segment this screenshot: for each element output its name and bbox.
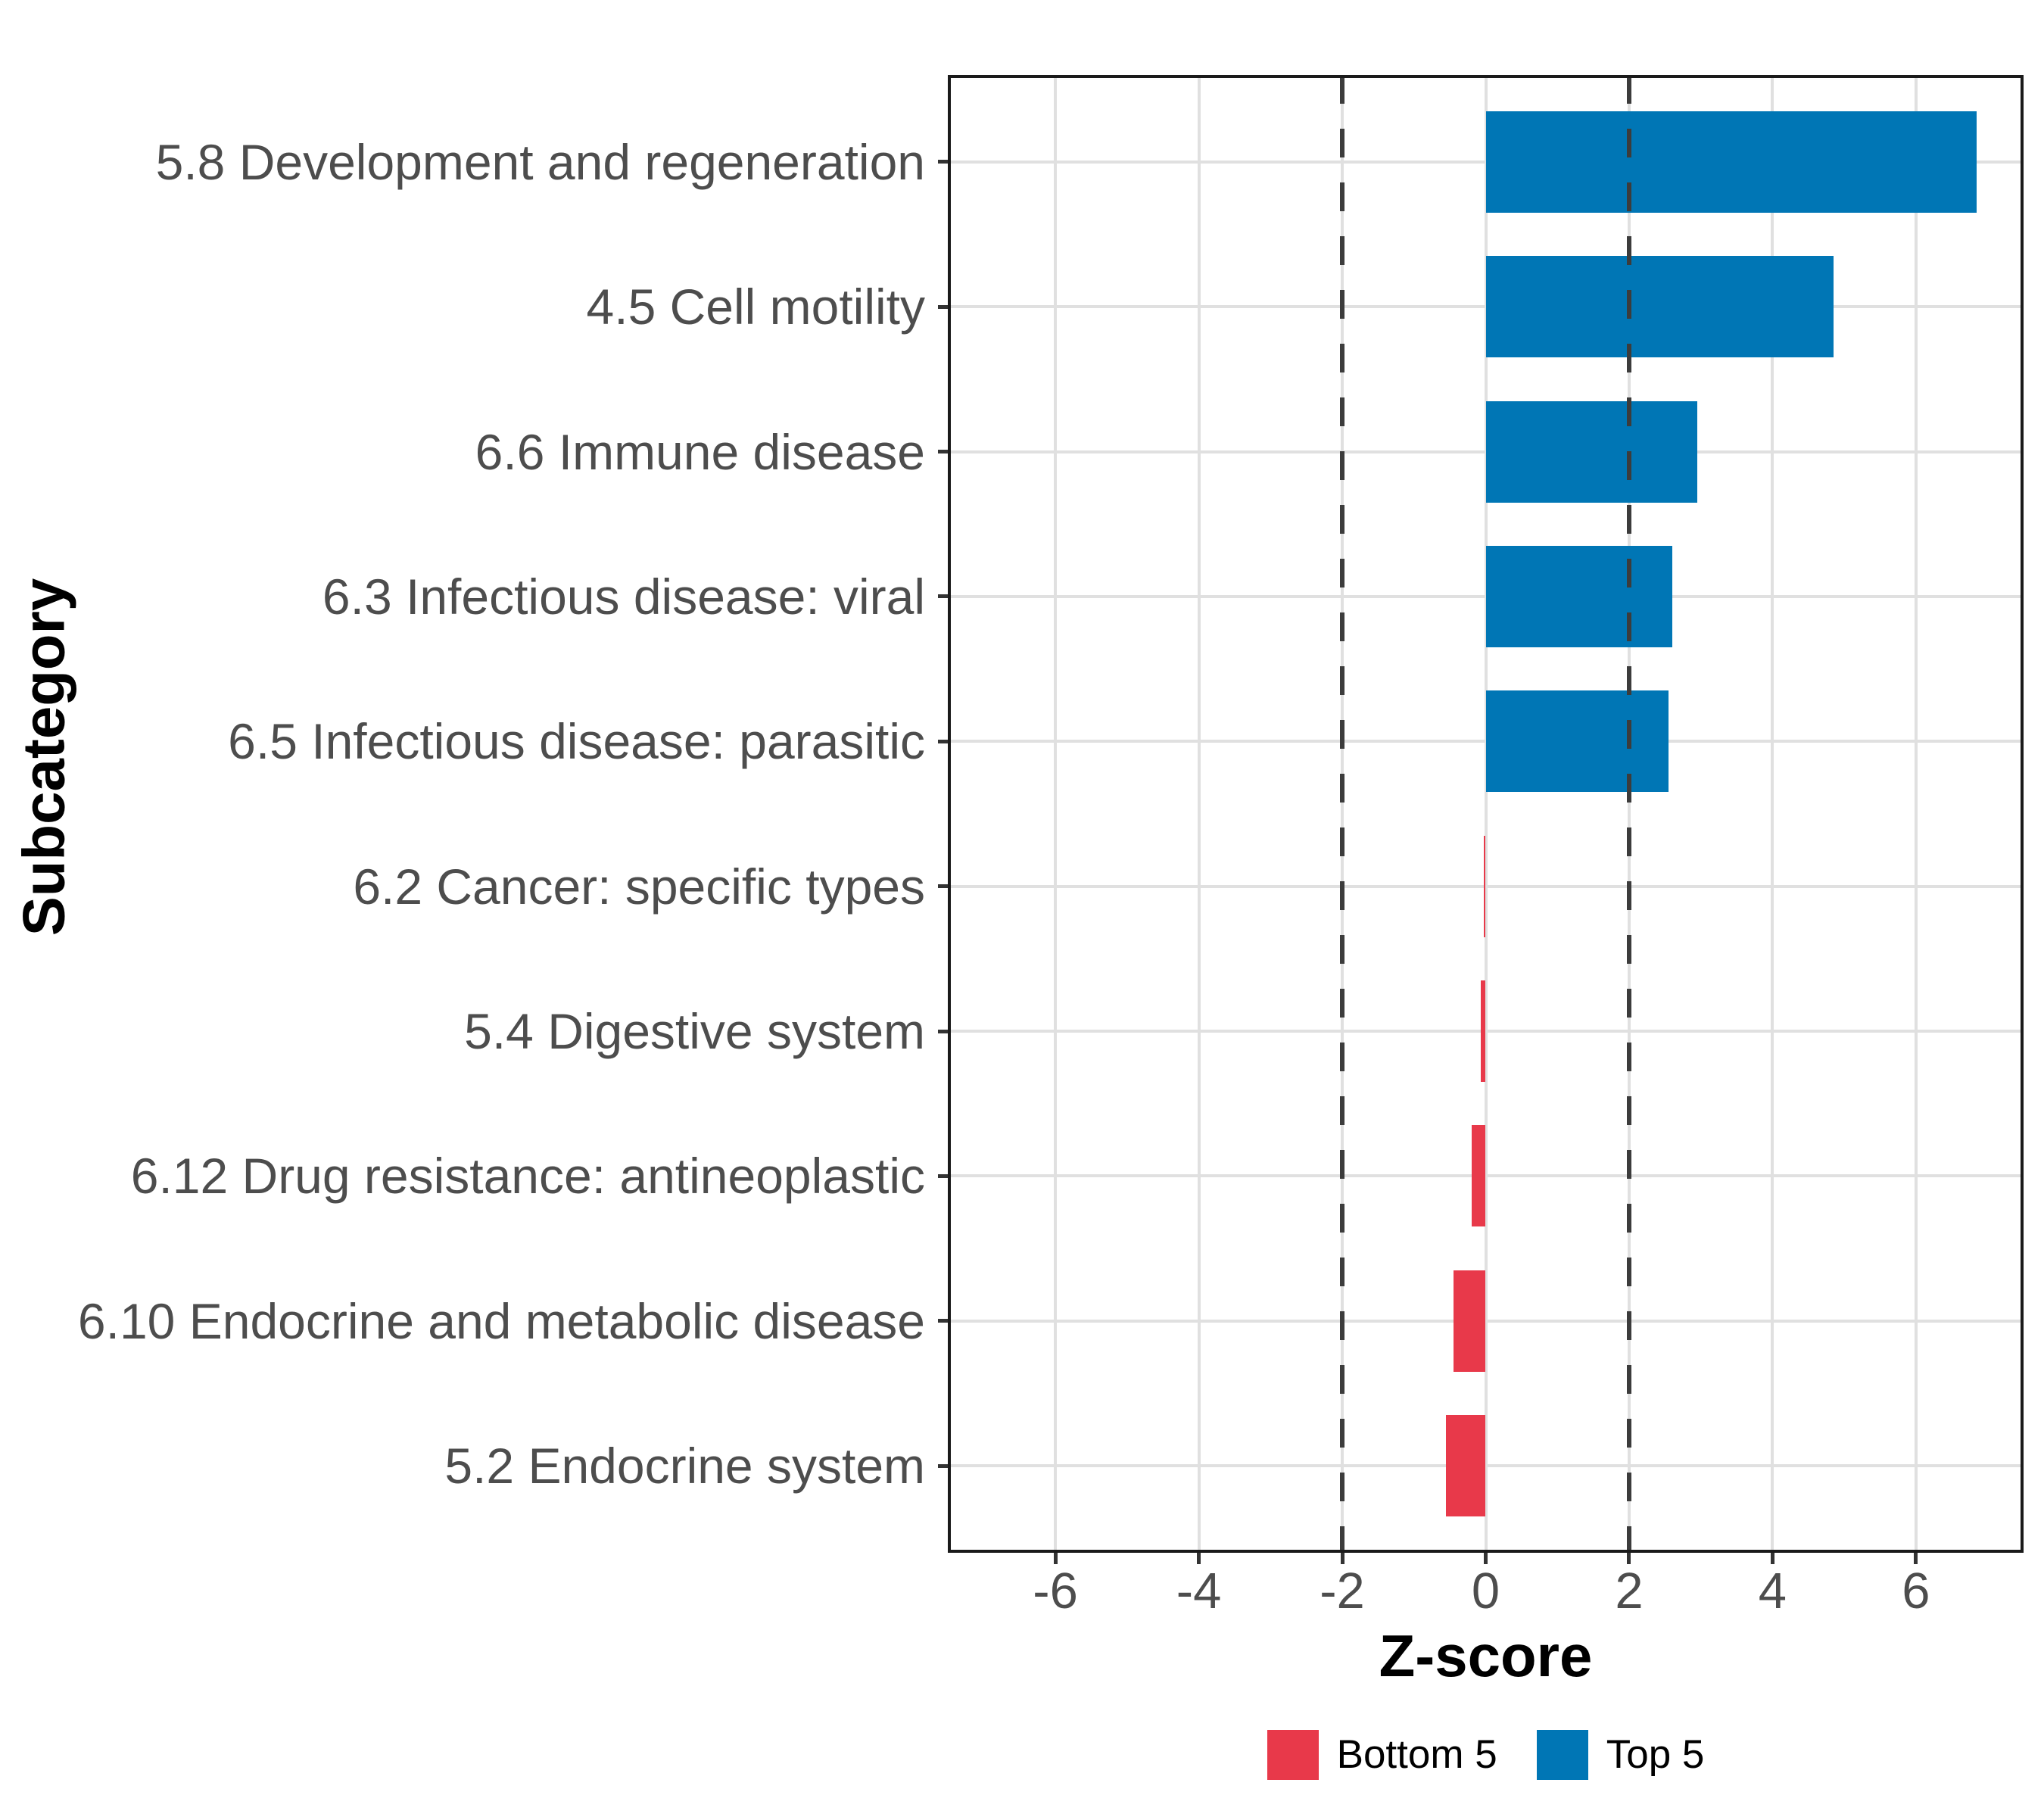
reference-line <box>1626 75 1631 1553</box>
legend-swatch-bottom5 <box>1267 1730 1319 1780</box>
legend-swatch-top5 <box>1536 1730 1588 1780</box>
bar-top5 <box>1485 690 1669 793</box>
bar-top5 <box>1485 545 1672 647</box>
legend-label: Bottom 5 <box>1336 1732 1497 1777</box>
gridline-vertical <box>1197 75 1201 1553</box>
y-tick-mark <box>938 160 948 164</box>
bar-bottom5 <box>1446 1415 1486 1517</box>
gridline-horizontal <box>948 1174 2024 1178</box>
y-tick-mark <box>938 739 948 743</box>
gridline-vertical <box>1484 75 1488 1553</box>
y-axis-label: 6.6 Immune disease <box>475 423 925 480</box>
legend-item: Top 5 <box>1536 1730 1705 1780</box>
y-tick-mark <box>938 304 948 309</box>
x-tick-label: -6 <box>1033 1563 1078 1619</box>
y-axis-label: 6.12 Drug resistance: antineoplastic <box>130 1148 925 1205</box>
bar-bottom5 <box>1480 980 1486 1083</box>
y-tick-mark <box>938 1319 948 1323</box>
x-tick-label: 2 <box>1615 1563 1644 1619</box>
legend-item: Bottom 5 <box>1267 1730 1497 1780</box>
x-axis-title: Z-score <box>1379 1622 1593 1689</box>
x-tick-label: -4 <box>1176 1563 1222 1619</box>
bar-top5 <box>1485 256 1834 358</box>
gridline-vertical <box>1054 75 1058 1553</box>
bar-top5 <box>1485 400 1697 503</box>
gridline-horizontal <box>948 1319 2024 1323</box>
y-axis-label: 5.2 Endocrine system <box>444 1438 925 1494</box>
gridline-vertical <box>1914 75 1918 1553</box>
x-tick-mark <box>1914 1553 1918 1564</box>
y-axis-label: 5.8 Development and regeneration <box>155 133 925 190</box>
reference-line <box>1340 75 1345 1553</box>
y-tick-mark <box>938 884 948 889</box>
bar-top5 <box>1485 111 1977 213</box>
x-tick-mark <box>1340 1553 1344 1564</box>
bar-bottom5 <box>1483 835 1486 937</box>
gridline-horizontal <box>948 1030 2024 1033</box>
y-axis-label: 4.5 Cell motility <box>586 279 925 335</box>
y-axis-label: 6.5 Infectious disease: parasitic <box>228 713 925 770</box>
x-tick-mark <box>1053 1553 1058 1564</box>
y-tick-mark <box>938 1173 948 1178</box>
y-tick-mark <box>938 450 948 454</box>
legend: Bottom 5 Top 5 <box>948 1730 2024 1780</box>
x-tick-mark <box>1627 1553 1631 1564</box>
x-tick-label: -2 <box>1320 1563 1365 1619</box>
x-tick-label: 4 <box>1758 1563 1787 1619</box>
y-tick-mark <box>938 594 948 599</box>
y-axis-label: 6.3 Infectious disease: viral <box>322 568 925 625</box>
x-tick-mark <box>1484 1553 1488 1564</box>
x-tick-mark <box>1770 1553 1774 1564</box>
x-tick-label: 6 <box>1902 1563 1930 1619</box>
x-tick-mark <box>1197 1553 1201 1564</box>
bar-bottom5 <box>1453 1270 1486 1372</box>
legend-label: Top 5 <box>1606 1732 1705 1777</box>
bar-bottom5 <box>1471 1125 1486 1227</box>
gridline-vertical <box>1771 75 1774 1553</box>
x-tick-label: 0 <box>1471 1563 1500 1619</box>
y-tick-mark <box>938 1463 948 1468</box>
y-axis-label: 6.2 Cancer: specific types <box>353 858 925 915</box>
gridline-horizontal <box>948 1464 2024 1468</box>
y-tick-mark <box>938 1029 948 1033</box>
gridline-horizontal <box>948 884 2024 888</box>
y-axis-label: 6.10 Endocrine and metabolic disease <box>77 1292 925 1349</box>
y-axis-label: 5.4 Digestive system <box>464 1003 925 1060</box>
